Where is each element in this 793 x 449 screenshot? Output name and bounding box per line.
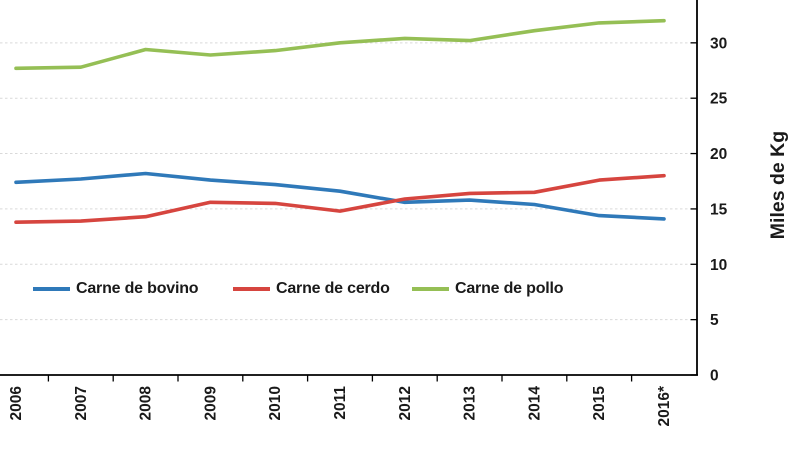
x-tick-label-2014: 2014 bbox=[526, 386, 543, 421]
series-line-1 bbox=[14, 173, 666, 224]
series-line-2 bbox=[14, 18, 666, 71]
x-tick-label-2009: 2009 bbox=[202, 386, 219, 421]
legend-label-bovino: Carne de bovino bbox=[76, 280, 199, 297]
y-tick-label-20: 20 bbox=[710, 146, 727, 163]
x-tick-label-2013: 2013 bbox=[462, 386, 479, 421]
x-tick-label-2010: 2010 bbox=[267, 386, 284, 420]
legend-line-swatch-pollo bbox=[412, 287, 449, 291]
x-tick-label-2012: 2012 bbox=[397, 386, 414, 420]
x-tick-label-2016*: 2016* bbox=[656, 385, 673, 426]
legend-label-cerdo: Carne de cerdo bbox=[276, 280, 390, 297]
x-tick-label-2011: 2011 bbox=[332, 386, 349, 420]
chart-legend: Carne de bovino Carne de cerdo Carne de … bbox=[0, 279, 700, 299]
y-tick-label-25: 25 bbox=[710, 91, 728, 108]
y-tick-label-10: 10 bbox=[710, 257, 727, 274]
y-axis-title: Miles de Kg bbox=[767, 131, 789, 239]
legend-line-swatch-cerdo bbox=[233, 287, 270, 291]
legend-item-pollo[interactable]: Carne de pollo bbox=[412, 279, 564, 299]
y-tick-label-5: 5 bbox=[710, 312, 719, 329]
y-tick-label-30: 30 bbox=[710, 35, 727, 52]
y-tick-label-0: 0 bbox=[710, 368, 719, 385]
x-tick-label-2007: 2007 bbox=[73, 386, 90, 420]
y-tick-label-15: 15 bbox=[710, 201, 728, 218]
legend-item-cerdo[interactable]: Carne de cerdo bbox=[233, 279, 390, 299]
x-tick-label-2006: 2006 bbox=[8, 386, 25, 421]
legend-line-swatch-bovino bbox=[33, 287, 70, 291]
x-tick-label-2008: 2008 bbox=[138, 386, 155, 421]
legend-item-bovino[interactable]: Carne de bovino bbox=[33, 279, 199, 299]
series-line-0 bbox=[14, 171, 666, 221]
x-tick-label-2015: 2015 bbox=[591, 386, 608, 421]
legend-label-pollo: Carne de pollo bbox=[455, 280, 564, 297]
